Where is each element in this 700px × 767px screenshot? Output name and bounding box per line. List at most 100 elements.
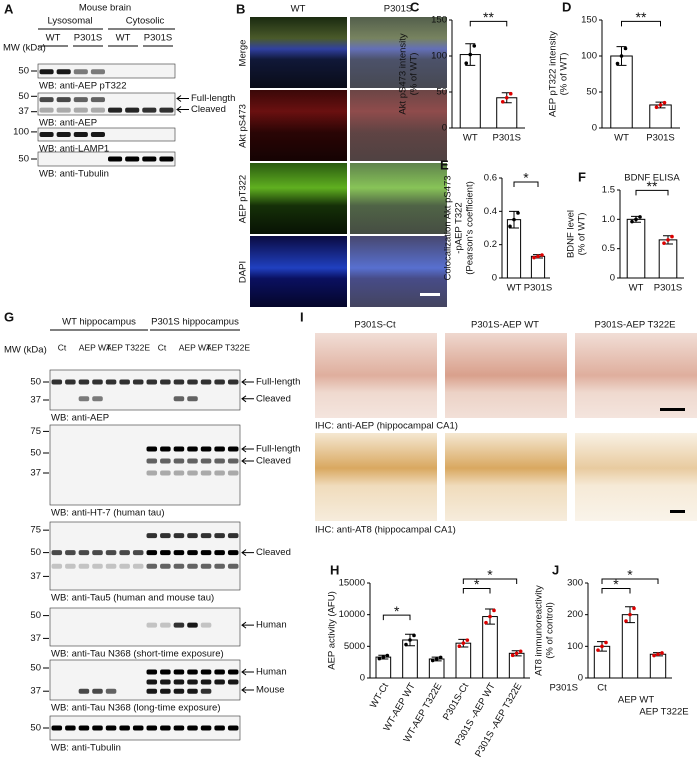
band-label: Human [256, 667, 287, 678]
band [200, 446, 212, 452]
band [146, 446, 158, 452]
y-tick-label: 0 [360, 673, 365, 684]
point [510, 653, 515, 658]
band [173, 679, 185, 685]
lane-label: AEP T322E [206, 342, 250, 352]
y-axis-label: AT8 immunoreactivity [534, 585, 545, 676]
y-axis-label: (% of control) [545, 602, 556, 659]
mw-marker: 50 [18, 91, 29, 102]
blot [37, 92, 176, 116]
x-tick-label: P301S [524, 283, 553, 294]
bar [530, 255, 546, 279]
point [619, 54, 624, 58]
micrograph [250, 90, 347, 161]
mw-marker: 50 [30, 547, 41, 558]
band [200, 458, 212, 464]
point [508, 91, 513, 96]
band [92, 396, 103, 402]
band [173, 725, 185, 731]
band [105, 379, 117, 385]
band [214, 446, 225, 452]
panel-letter: I [300, 309, 304, 324]
band [200, 679, 212, 685]
point [662, 241, 666, 245]
band [187, 563, 198, 569]
band [65, 379, 76, 385]
bar [621, 614, 639, 679]
point [500, 99, 505, 104]
point [623, 46, 628, 51]
significance-bracket [635, 189, 669, 196]
band [187, 550, 198, 556]
arrow [241, 457, 254, 465]
bar [482, 616, 498, 679]
point [404, 642, 408, 647]
x-tick-label: WT [614, 133, 629, 144]
x-tick-label: P301S [654, 283, 683, 294]
lane-label: AEP WT [79, 342, 111, 352]
column-label: WT [291, 4, 306, 15]
band [119, 550, 130, 556]
band [187, 470, 198, 476]
band [159, 107, 174, 113]
lane-label: WT [116, 33, 131, 44]
band [119, 725, 130, 731]
bar [649, 104, 672, 129]
point [666, 238, 670, 242]
band [214, 563, 225, 569]
micrograph [315, 333, 437, 418]
point [484, 620, 488, 625]
band [173, 446, 185, 452]
band [187, 688, 198, 694]
point [385, 653, 390, 658]
x-prefix: P301S [549, 683, 578, 694]
band [200, 622, 212, 628]
significance-bracket [469, 20, 508, 27]
micrograph [575, 333, 697, 418]
band [227, 458, 239, 464]
micrograph [350, 17, 447, 88]
point [656, 652, 660, 657]
mw-header: MW (kDa) [4, 345, 47, 356]
band-label: Cleaved [191, 104, 226, 115]
mw-marker: 50 [30, 610, 41, 621]
y-tick-label: 50 [436, 87, 447, 98]
significance: * [627, 567, 633, 583]
significance: * [394, 603, 400, 619]
significance: ** [647, 178, 658, 194]
blot [37, 151, 176, 167]
band [146, 550, 158, 556]
point [654, 105, 659, 110]
band [51, 379, 63, 385]
band [51, 725, 63, 731]
point [638, 215, 642, 219]
band [214, 725, 225, 731]
point [604, 640, 608, 645]
point [430, 658, 435, 663]
band [119, 379, 130, 385]
band [92, 550, 103, 556]
y-axis-label: (% of WT) [577, 213, 588, 256]
x-tick-label: AEP T322E [639, 707, 688, 718]
lane-label: AEP WT [179, 342, 211, 352]
point [630, 219, 634, 224]
point [461, 641, 466, 645]
caption: IHC: anti-AEP (hippocampal CA1) [315, 421, 458, 432]
band [39, 132, 54, 137]
band [132, 379, 144, 385]
micrograph [445, 433, 567, 521]
band [187, 458, 198, 464]
point [532, 255, 536, 260]
point [600, 644, 604, 649]
band [39, 97, 54, 103]
band [92, 563, 103, 569]
band [173, 669, 185, 675]
band [160, 725, 171, 731]
row-label: Merge [238, 40, 249, 67]
band [56, 69, 71, 75]
scale-bar [660, 408, 685, 411]
arrow [241, 621, 254, 629]
micrograph [250, 163, 347, 234]
band [56, 107, 71, 113]
lane-label: P301S [144, 33, 173, 44]
